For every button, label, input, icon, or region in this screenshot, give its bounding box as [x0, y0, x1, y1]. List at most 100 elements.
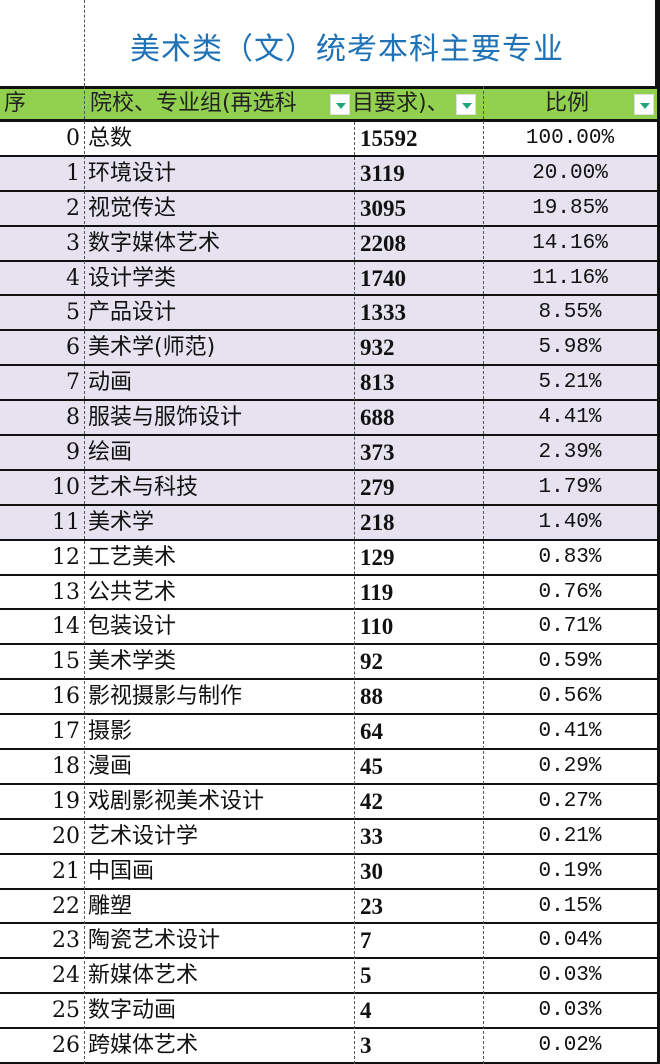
table-row[interactable]: 21 中国画 30 0.19% — [0, 855, 660, 890]
row-index[interactable]: 1 — [66, 160, 80, 186]
major-name[interactable]: 影视摄影与制作 — [88, 684, 243, 710]
row-index[interactable]: 15 — [52, 649, 80, 675]
major-count[interactable]: 7 — [360, 928, 372, 954]
major-count[interactable]: 64 — [360, 719, 383, 745]
row-index[interactable]: 2 — [66, 195, 80, 221]
major-ratio[interactable]: 0.03% — [538, 964, 602, 988]
major-ratio[interactable]: 0.19% — [538, 859, 602, 883]
table-row[interactable]: 12 工艺美术 129 0.83% — [0, 541, 660, 576]
major-ratio[interactable]: 0.76% — [538, 580, 602, 604]
row-index[interactable]: 18 — [52, 754, 80, 780]
table-row[interactable]: 3 数字媒体艺术 2208 14.16% — [0, 226, 660, 262]
table-row[interactable]: 2 视觉传达 3095 19.85% — [0, 191, 660, 227]
table-row[interactable]: 6 美术学(师范) 932 5.98% — [0, 331, 660, 367]
major-name[interactable]: 设计学类 — [88, 265, 177, 291]
table-row[interactable]: 18 漫画 45 0.29% — [0, 750, 660, 785]
major-name[interactable]: 漫画 — [88, 754, 133, 780]
row-index[interactable]: 17 — [52, 719, 80, 745]
table-row[interactable]: 26 跨媒体艺术 3 0.02% — [0, 1029, 660, 1064]
table-row[interactable]: 9 绘画 373 2.39% — [0, 436, 660, 471]
table-row[interactable]: 8 服装与服饰设计 688 4.41% — [0, 401, 660, 437]
row-index[interactable]: 4 — [66, 265, 80, 291]
row-index[interactable]: 12 — [52, 544, 80, 570]
major-count[interactable]: 92 — [360, 649, 383, 675]
row-index[interactable]: 13 — [52, 579, 80, 605]
row-index[interactable]: 20 — [52, 823, 80, 849]
filter-dropdown-count-icon[interactable] — [456, 94, 476, 115]
major-name[interactable]: 总数 — [88, 126, 133, 151]
major-name[interactable]: 摄影 — [88, 719, 133, 745]
major-ratio[interactable]: 0.15% — [538, 894, 602, 918]
table-row[interactable]: 1 环境设计 3119 20.00% — [0, 156, 660, 192]
row-index[interactable]: 24 — [52, 963, 80, 989]
major-ratio[interactable]: 0.02% — [538, 1034, 602, 1058]
major-count[interactable]: 218 — [360, 509, 395, 535]
table-row[interactable]: 10 艺术与科技 279 1.79% — [0, 470, 660, 506]
major-name[interactable]: 绘画 — [88, 440, 133, 466]
table-row[interactable]: 5 产品设计 1333 8.55% — [0, 296, 660, 332]
major-ratio[interactable]: 0.71% — [538, 615, 602, 639]
row-index[interactable]: 25 — [52, 998, 80, 1024]
row-index[interactable]: 14 — [52, 614, 80, 640]
filter-dropdown-name-icon[interactable] — [330, 94, 350, 115]
major-count[interactable]: 1740 — [360, 265, 406, 291]
major-count[interactable]: 88 — [360, 684, 383, 710]
table-row[interactable]: 20 艺术设计学 33 0.21% — [0, 820, 660, 855]
row-index[interactable]: 23 — [52, 928, 80, 954]
major-name[interactable]: 数字媒体艺术 — [88, 230, 221, 256]
row-index[interactable]: 11 — [52, 509, 80, 535]
major-count[interactable]: 30 — [360, 858, 383, 884]
major-count[interactable]: 119 — [360, 579, 394, 605]
row-index[interactable]: 21 — [52, 858, 80, 884]
major-ratio[interactable]: 0.21% — [538, 824, 602, 848]
major-ratio[interactable]: 1.79% — [538, 475, 602, 499]
major-ratio[interactable]: 19.85% — [532, 196, 608, 220]
major-ratio[interactable]: 0.04% — [538, 929, 602, 953]
major-ratio[interactable]: 5.98% — [538, 336, 602, 360]
row-index[interactable]: 16 — [52, 684, 80, 710]
major-ratio[interactable]: 0.59% — [538, 650, 602, 674]
table-row[interactable]: 11 美术学 218 1.40% — [0, 505, 660, 541]
table-row[interactable]: 17 摄影 64 0.41% — [0, 715, 660, 751]
major-count[interactable]: 3119 — [360, 160, 405, 186]
major-count[interactable]: 3 — [360, 1033, 372, 1059]
major-ratio[interactable]: 0.27% — [538, 789, 602, 813]
table-row[interactable]: 7 动画 813 5.21% — [0, 366, 660, 402]
table-row[interactable]: 14 包装设计 110 0.71% — [0, 610, 660, 646]
major-name[interactable]: 美术学 — [88, 509, 155, 535]
table-row[interactable]: 22 雕塑 23 0.15% — [0, 890, 660, 925]
major-ratio[interactable]: 11.16% — [532, 266, 608, 290]
major-count[interactable]: 4 — [360, 998, 372, 1024]
row-index[interactable]: 26 — [52, 1033, 80, 1059]
major-ratio[interactable]: 0.03% — [538, 999, 602, 1023]
major-name[interactable]: 工艺美术 — [88, 544, 177, 570]
major-count[interactable]: 23 — [360, 893, 383, 919]
major-name[interactable]: 雕塑 — [88, 893, 133, 919]
major-name[interactable]: 美术学(师范) — [88, 335, 216, 361]
major-count[interactable]: 2208 — [360, 230, 406, 256]
major-name[interactable]: 产品设计 — [88, 300, 177, 326]
table-row[interactable]: 25 数字动画 4 0.03% — [0, 994, 660, 1030]
major-count[interactable]: 45 — [360, 754, 383, 780]
major-name[interactable]: 美术学类 — [88, 649, 177, 675]
major-count[interactable]: 42 — [360, 788, 383, 814]
major-name[interactable]: 艺术设计学 — [88, 823, 199, 849]
major-ratio[interactable]: 20.00% — [532, 161, 608, 185]
major-count[interactable]: 33 — [360, 823, 383, 849]
table-row[interactable]: 4 设计学类 1740 11.16% — [0, 261, 660, 297]
major-ratio[interactable]: 0.56% — [538, 685, 602, 709]
major-name[interactable]: 服装与服饰设计 — [88, 405, 243, 431]
major-ratio[interactable]: 2.39% — [538, 441, 602, 465]
major-name[interactable]: 陶瓷艺术设计 — [88, 928, 221, 954]
major-ratio[interactable]: 14.16% — [532, 231, 608, 255]
major-ratio[interactable]: 0.29% — [538, 755, 602, 779]
row-index[interactable]: 5 — [66, 300, 80, 326]
major-ratio[interactable]: 4.41% — [538, 406, 602, 430]
major-ratio[interactable]: 0.83% — [538, 545, 602, 569]
major-name[interactable]: 视觉传达 — [88, 195, 177, 221]
major-name[interactable]: 艺术与科技 — [88, 474, 199, 500]
major-ratio[interactable]: 8.55% — [538, 301, 602, 325]
major-count[interactable]: 688 — [360, 405, 395, 431]
row-index[interactable]: 3 — [66, 230, 80, 256]
major-count[interactable]: 15592 — [360, 126, 418, 151]
